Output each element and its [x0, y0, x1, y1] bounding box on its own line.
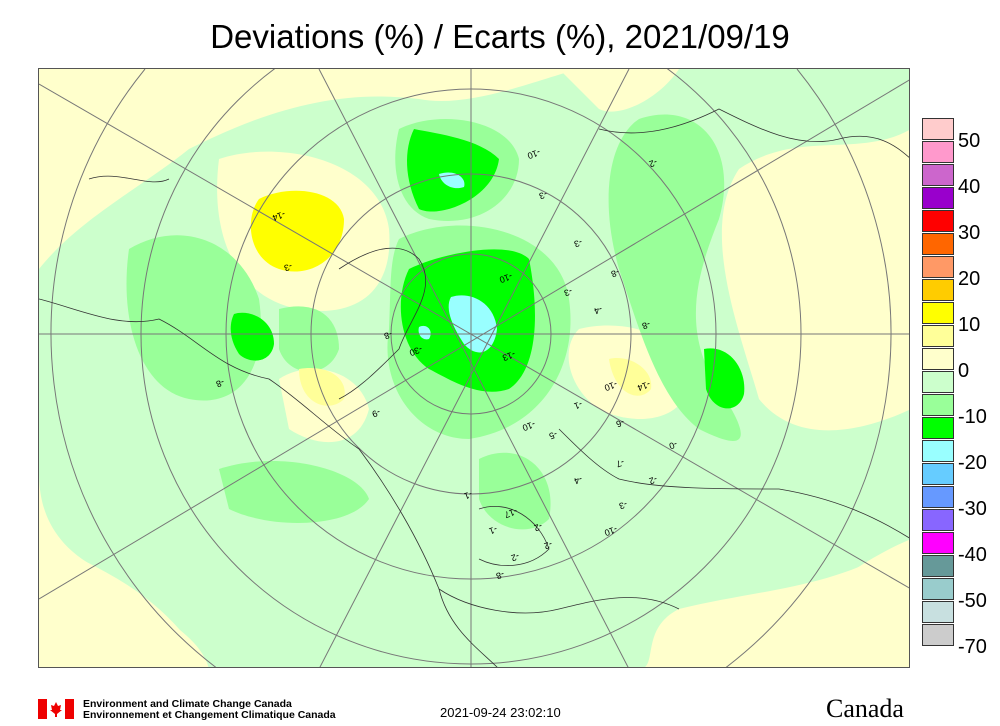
contour-labels: -10 -2 -3 -3 -14 -3 -8 -3 -10 -4 -8 -8 -30 -13 -8 -10 -1…: [215, 147, 679, 581]
contour-label: -8: [641, 319, 652, 331]
deviation-contours: [39, 69, 909, 667]
legend-swatch: [922, 624, 954, 646]
contour-label: -8: [610, 267, 621, 279]
legend-swatch: [922, 302, 954, 324]
contour-label: -13: [501, 349, 517, 363]
contour-label: -3: [538, 189, 549, 201]
legend-swatch: [922, 532, 954, 554]
color-legend: [922, 118, 954, 647]
contour-label: -1: [463, 489, 474, 501]
legend-swatch: [922, 371, 954, 393]
legend-swatch: [922, 440, 954, 462]
contour-label: -14: [636, 379, 652, 393]
legend-swatch: [922, 463, 954, 485]
legend-label: 30: [958, 222, 981, 244]
contour-label: -8: [215, 377, 226, 389]
legend-label: -30: [958, 498, 987, 520]
legend-label: 50: [958, 130, 981, 152]
legend-label: 20: [958, 268, 981, 290]
contour-label: -4: [573, 474, 584, 486]
legend-swatch: [922, 141, 954, 163]
canada-wordmark: Canada: [826, 694, 904, 723]
contour-label: -30: [408, 344, 424, 358]
legend-label: -40: [958, 544, 987, 566]
legend-swatch: [922, 256, 954, 278]
contour-label: -10: [603, 379, 619, 393]
legend-swatch: [922, 601, 954, 623]
contour-label: -14: [271, 209, 287, 223]
legend-swatch: [922, 210, 954, 232]
contour-label: -2: [543, 539, 554, 551]
legend-swatch: [922, 325, 954, 347]
legend-label: -20: [958, 452, 987, 474]
legend-label: -70: [958, 636, 987, 658]
canada-flag-icon: [38, 699, 74, 719]
map-title: Deviations (%) / Ecarts (%), 2021/09/19: [210, 18, 790, 55]
contour-label: -4: [593, 304, 604, 316]
contour-label: -10: [521, 419, 537, 433]
map-canvas: -10 -2 -3 -3 -14 -3 -8 -3 -10 -4 -8 -8 -30 -13 -8 -10 -1…: [39, 69, 909, 667]
legend-swatch: [922, 486, 954, 508]
legend-swatch: [922, 348, 954, 370]
legend-label: 10: [958, 314, 981, 336]
generation-timestamp: 2021-09-24 23:02:10: [440, 705, 561, 720]
contour-label: -2: [648, 157, 659, 169]
org-name-fr: Environnement et Changement Climatique C…: [83, 709, 336, 721]
contour-label: -17: [503, 506, 519, 520]
contour-label: -10: [603, 524, 619, 538]
contour-label: -0: [668, 439, 679, 451]
contour-label: -5: [548, 429, 559, 441]
contour-label: -10: [498, 271, 514, 285]
organization-name: Environment and Climate Change Canada En…: [83, 699, 336, 721]
legend-label: -10: [958, 406, 987, 428]
legend-swatch: [922, 509, 954, 531]
legend-swatch: [922, 187, 954, 209]
legend-label: 0: [958, 360, 970, 382]
contour-label: -3: [618, 499, 629, 511]
contour-label: -3: [563, 286, 574, 298]
contour-label: -2: [510, 551, 521, 563]
ozone-deviation-map: -10 -2 -3 -3 -14 -3 -8 -3 -10 -4 -8 -8 -30 -13 -8 -10 -1…: [38, 68, 910, 668]
org-name-en: Environment and Climate Change Canada: [83, 698, 292, 710]
contour-label: -9: [371, 407, 382, 419]
contour-label: -2: [533, 521, 544, 533]
contour-label: -1: [573, 399, 584, 411]
contour-label: -1: [488, 524, 499, 536]
contour-label: -7: [615, 457, 626, 469]
legend-swatch: [922, 578, 954, 600]
contour-label: -3: [283, 261, 294, 273]
legend-label: -50: [958, 590, 987, 612]
legend-swatch: [922, 394, 954, 416]
contour-label: -3: [573, 237, 584, 249]
contour-label: -6: [615, 417, 626, 429]
coastlines: [39, 108, 909, 667]
contour-label: -8: [495, 569, 506, 581]
legend-swatch: [922, 164, 954, 186]
graticule: [39, 69, 909, 667]
legend-swatch: [922, 118, 954, 140]
legend-label: 40: [958, 176, 981, 198]
legend-swatch: [922, 233, 954, 255]
legend-swatch: [922, 417, 954, 439]
contour-label: -10: [526, 147, 542, 161]
contour-label: -8: [383, 329, 394, 341]
legend-swatch: [922, 279, 954, 301]
legend-swatch: [922, 555, 954, 577]
contour-label: -2: [648, 474, 659, 486]
